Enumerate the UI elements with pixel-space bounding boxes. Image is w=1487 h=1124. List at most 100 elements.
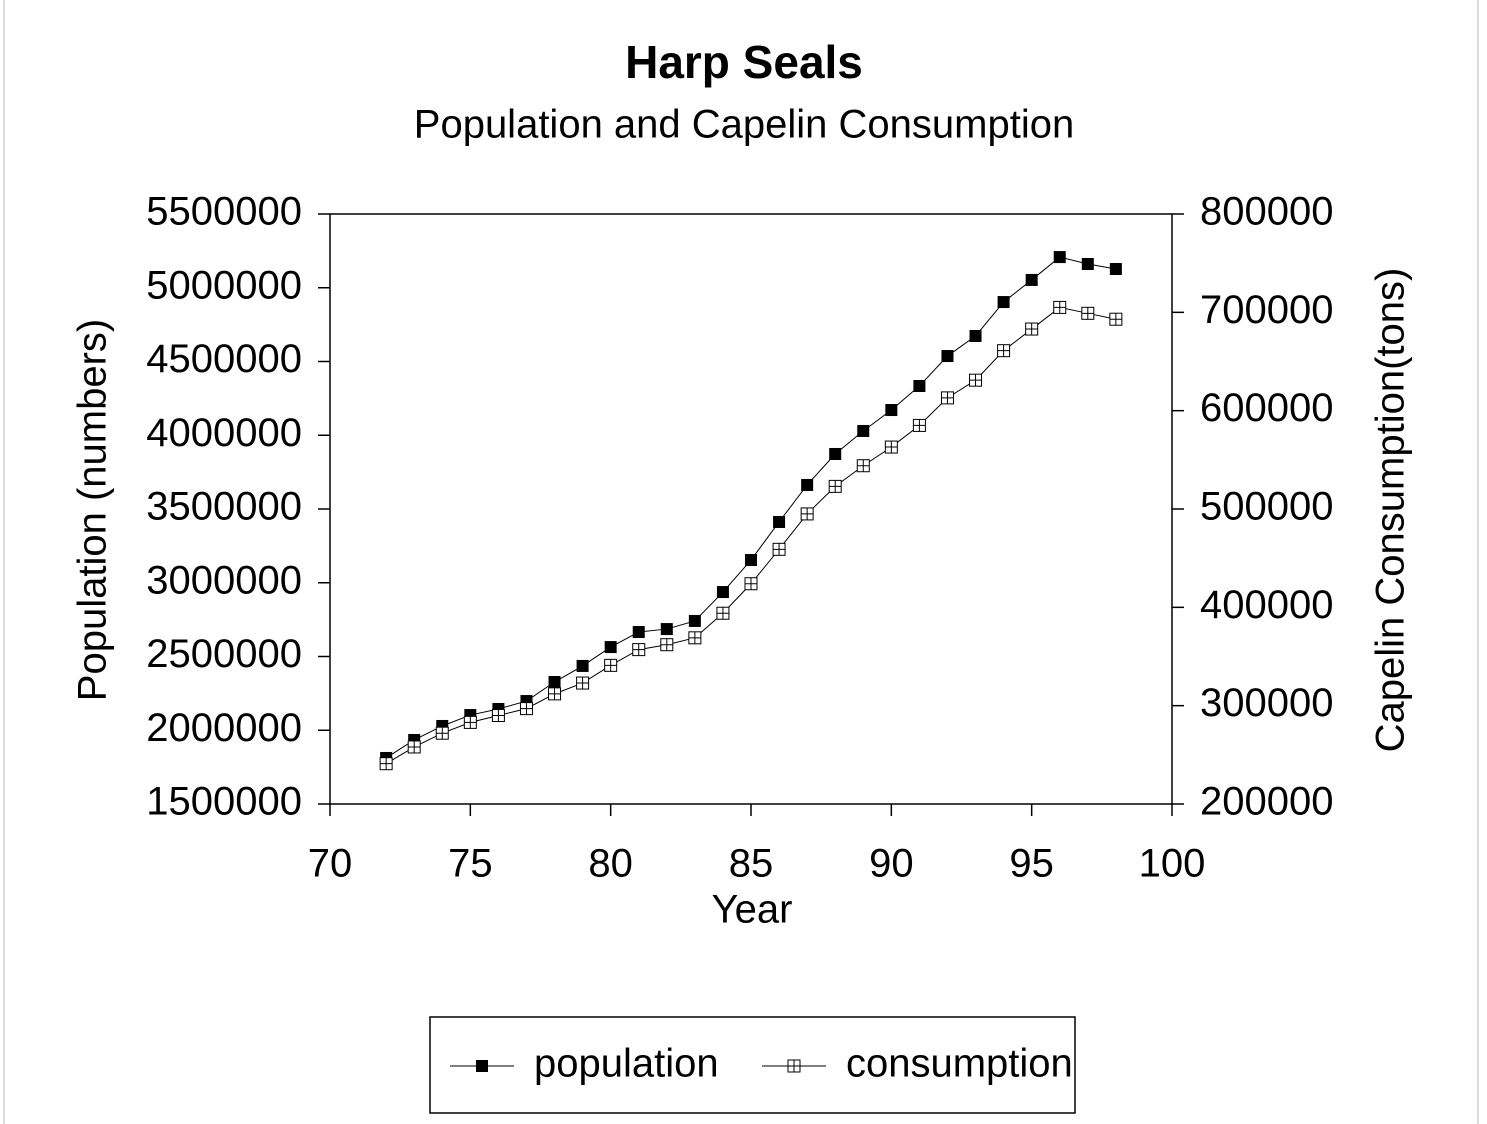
x-tick-label: 80 xyxy=(588,842,633,886)
y-tick-label: 5500000 xyxy=(146,190,302,234)
x-tick-label: 90 xyxy=(869,842,914,886)
marker-cross xyxy=(913,419,926,432)
y2-tick-label: 300000 xyxy=(1200,681,1333,725)
chart-title: Harp Seals xyxy=(625,36,863,88)
y2-tick-label: 800000 xyxy=(1200,190,1333,234)
marker xyxy=(491,709,505,722)
marker xyxy=(435,726,449,740)
y2-tick-label: 700000 xyxy=(1200,288,1333,332)
marker xyxy=(912,418,926,432)
marker xyxy=(997,296,1010,309)
y-tick-label: 4000000 xyxy=(146,411,302,455)
marker-cross xyxy=(997,344,1010,357)
y2-tick-label: 600000 xyxy=(1200,386,1333,430)
marker-cross xyxy=(436,727,449,740)
marker xyxy=(857,424,870,437)
marker-cross xyxy=(745,577,757,590)
marker-cross xyxy=(688,631,701,644)
marker xyxy=(856,459,870,473)
y2-tick-label: 400000 xyxy=(1200,583,1333,627)
marker-cross xyxy=(829,480,842,493)
marker xyxy=(519,702,533,716)
marker xyxy=(407,740,421,754)
marker xyxy=(829,447,842,460)
marker-cross xyxy=(788,1060,800,1072)
marker xyxy=(1109,263,1122,276)
marker xyxy=(632,643,646,657)
marker-cross xyxy=(520,702,533,715)
marker-cross xyxy=(857,459,870,472)
marker xyxy=(744,577,758,591)
marker xyxy=(463,715,477,729)
marker xyxy=(1025,273,1038,286)
y-axis-label: Population (numbers) xyxy=(71,319,115,701)
series-line xyxy=(385,256,1116,759)
marker xyxy=(828,479,842,493)
marker-cross xyxy=(380,757,393,770)
marker xyxy=(476,1060,488,1072)
marker xyxy=(1081,258,1094,271)
marker xyxy=(548,676,561,689)
y2-tick-label: 500000 xyxy=(1200,485,1333,529)
marker-cross xyxy=(1053,301,1066,314)
y-tick-label: 2000000 xyxy=(146,706,302,750)
marker xyxy=(604,641,617,654)
x-tick-label: 85 xyxy=(729,842,774,886)
plot-area xyxy=(329,213,1173,805)
marker-cross xyxy=(604,659,617,672)
marker xyxy=(969,329,982,342)
y-tick-label: 5000000 xyxy=(146,263,302,307)
marker xyxy=(688,631,702,645)
marker-cross xyxy=(1025,323,1038,336)
marker xyxy=(1109,312,1123,326)
marker xyxy=(773,515,786,528)
marker xyxy=(688,614,701,627)
marker-cross xyxy=(1109,313,1122,326)
marker xyxy=(800,507,814,521)
marker xyxy=(660,623,673,636)
marker xyxy=(969,373,983,387)
marker xyxy=(772,542,786,556)
legend xyxy=(429,1016,1076,1114)
marker-cross xyxy=(408,740,421,753)
y-tick-label: 1500000 xyxy=(146,780,302,824)
marker xyxy=(801,478,814,491)
marker-cross xyxy=(801,507,814,520)
marker xyxy=(716,586,729,599)
marker xyxy=(379,757,393,771)
series-line xyxy=(385,306,1116,765)
marker-cross xyxy=(632,643,645,656)
marker-cross xyxy=(548,687,561,700)
marker xyxy=(997,344,1011,358)
legend-label: population xyxy=(534,1042,719,1086)
marker-cross xyxy=(492,709,505,722)
marker xyxy=(940,391,954,405)
marker-cross xyxy=(660,638,673,651)
marker-cross xyxy=(464,716,477,729)
marker xyxy=(604,658,618,672)
marker xyxy=(632,626,645,639)
marker xyxy=(884,440,898,454)
marker-cross xyxy=(716,607,729,620)
marker-cross xyxy=(576,677,589,690)
marker xyxy=(1053,251,1066,264)
marker-cross xyxy=(773,543,786,556)
x-tick-label: 100 xyxy=(1139,842,1206,886)
marker xyxy=(576,676,590,690)
x-tick-label: 70 xyxy=(308,842,353,886)
y2-axis-label: Capelin Consumption(tons) xyxy=(1369,268,1413,753)
marker-cross xyxy=(885,441,898,454)
marker xyxy=(1053,300,1067,314)
chart-subtitle: Population and Capelin Consumption xyxy=(414,103,1074,147)
marker xyxy=(660,638,674,652)
marker xyxy=(885,404,898,417)
legend-label: consumption xyxy=(846,1042,1073,1086)
y-tick-label: 3000000 xyxy=(146,558,302,602)
marker xyxy=(1081,306,1095,320)
marker-cross xyxy=(941,391,954,404)
x-axis-label: Year xyxy=(712,888,793,932)
y2-tick-label: 200000 xyxy=(1200,780,1333,824)
y-tick-label: 2500000 xyxy=(146,632,302,676)
marker xyxy=(745,554,757,567)
